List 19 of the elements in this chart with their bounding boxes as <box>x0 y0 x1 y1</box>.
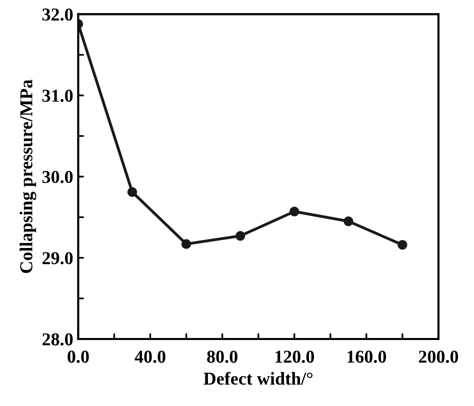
point <box>235 231 246 241</box>
x-tick-label: 200.0 <box>418 350 458 363</box>
x-tick-label: 80.0 <box>207 350 238 363</box>
point <box>289 206 300 216</box>
y-axis-title: Collapsing pressure/MPa <box>20 80 36 273</box>
y-tick-label: 28.0 <box>42 333 73 346</box>
point <box>181 239 192 249</box>
y-tick-label: 29.0 <box>42 252 73 264</box>
x-tick-label: 160.0 <box>348 350 386 363</box>
x-axis-title: Defect width/° <box>204 372 312 385</box>
x-tick-label: 40.0 <box>134 350 166 363</box>
point <box>398 240 408 250</box>
y-tick-label: 30.0 <box>42 170 73 184</box>
y-tick-label: 32.0 <box>42 8 73 21</box>
x-tick-label: 120.0 <box>275 350 314 363</box>
point <box>344 216 354 226</box>
point <box>127 187 138 197</box>
x-tick-label: 0.0 <box>68 350 89 363</box>
y-tick-label: 31.0 <box>42 90 73 102</box>
